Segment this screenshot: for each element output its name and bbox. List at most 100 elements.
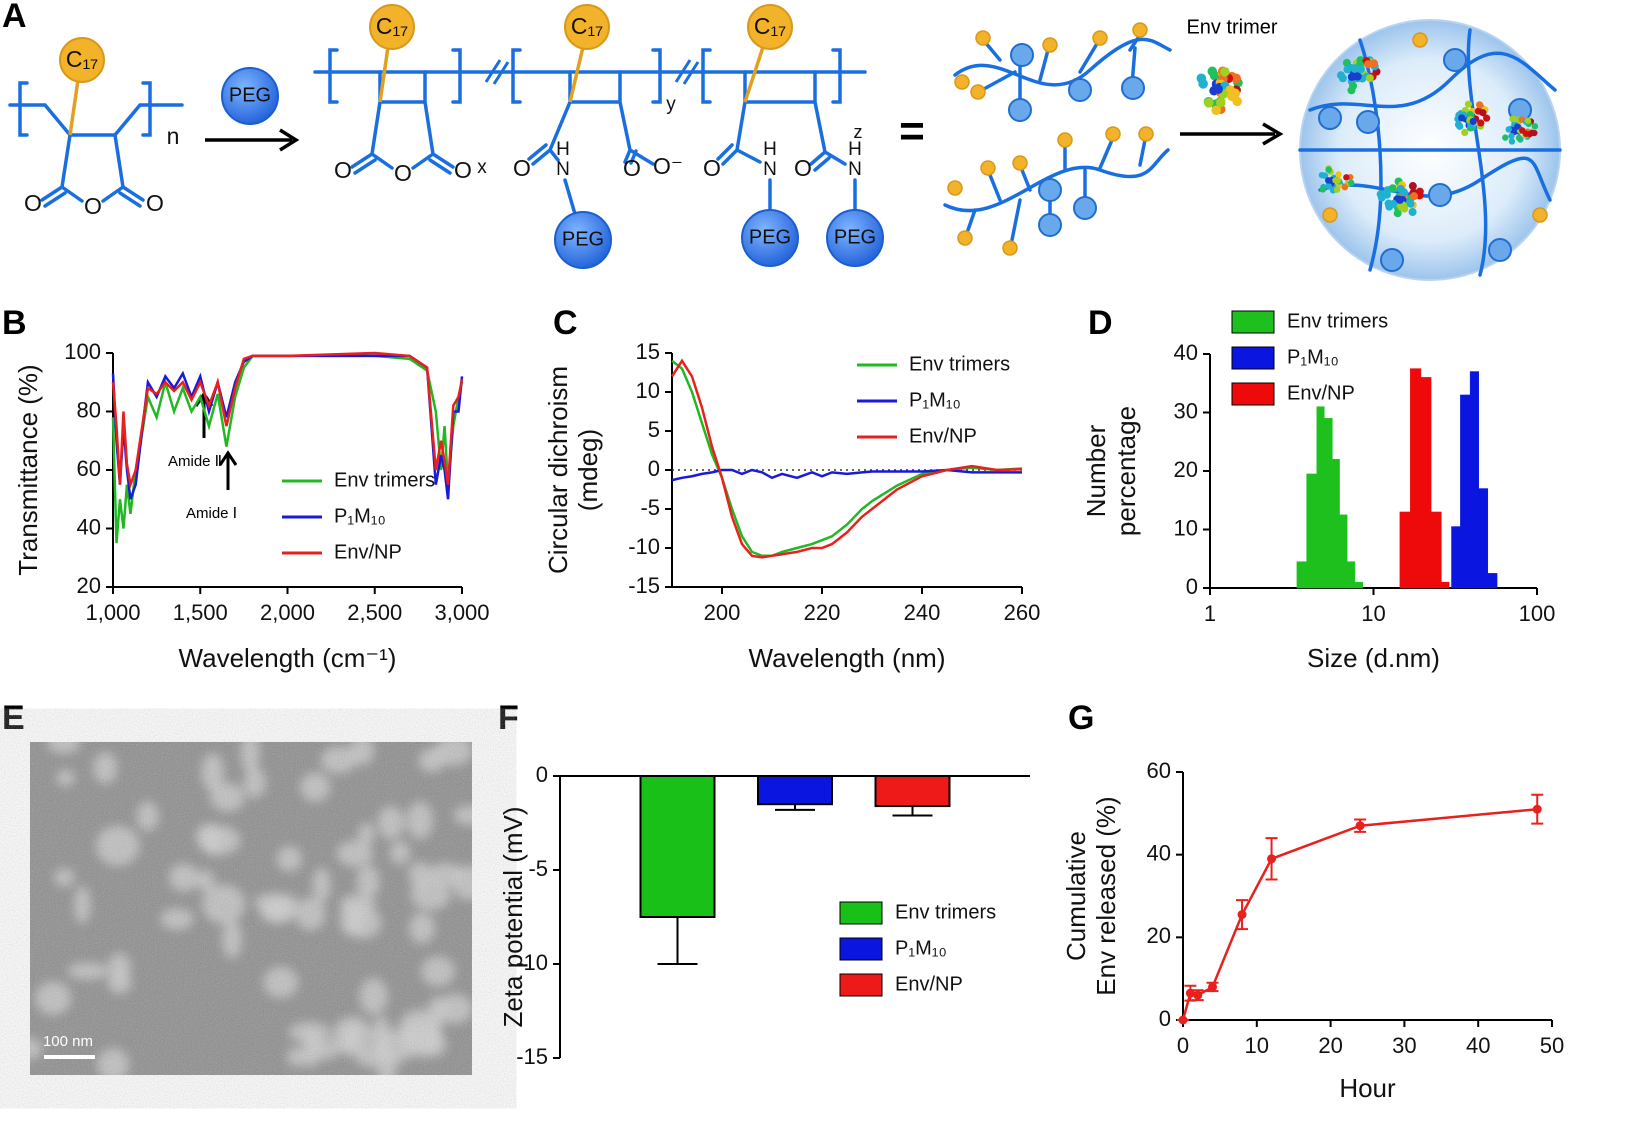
- x-tick-label: 1: [1204, 601, 1216, 626]
- protein-part: [1364, 60, 1373, 69]
- line: [111, 351, 464, 490]
- y-tick-label: 0: [536, 762, 548, 787]
- atom: O: [24, 190, 42, 216]
- x-tick-label: 1,500: [173, 600, 228, 625]
- panel-label: G: [1068, 699, 1094, 737]
- y-tick-label: -5: [528, 856, 548, 881]
- legend-label: P₁M₁₀: [909, 389, 961, 411]
- protein-part: [1365, 74, 1374, 83]
- peg-label: PEG: [229, 84, 271, 106]
- line: [670, 358, 1023, 559]
- protein-part: [1348, 179, 1355, 187]
- protein-part: [1213, 84, 1224, 95]
- protein-part: [1458, 114, 1466, 122]
- bar: [1487, 573, 1498, 589]
- legend-swatch: [839, 973, 883, 997]
- protein-part: [1531, 123, 1539, 130]
- bar: [1306, 473, 1318, 589]
- y-axis-label: percentage: [1111, 406, 1141, 536]
- bar: [1399, 511, 1411, 589]
- protein-part: [1396, 184, 1405, 193]
- x-axis-label: Hour: [1339, 1073, 1396, 1103]
- x-axis-label: Wavelength (nm): [749, 643, 946, 673]
- protein-part: [1325, 183, 1333, 190]
- x-tick-label: 2,500: [347, 600, 402, 625]
- protein-part: [1350, 64, 1359, 73]
- line: [671, 468, 1022, 482]
- x-tick-label: 40: [1466, 1033, 1490, 1058]
- error-bar: [892, 806, 933, 817]
- bar: [1420, 377, 1432, 589]
- y-tick-label: -15: [516, 1044, 548, 1069]
- x-tick-label: 50: [1540, 1033, 1564, 1058]
- x-tick-label: 1,000: [85, 600, 140, 625]
- error-bar: [657, 917, 698, 965]
- protein-part: [1207, 66, 1218, 77]
- error-bar: [775, 804, 815, 811]
- atom: O: [84, 193, 102, 219]
- marker: [1185, 988, 1195, 998]
- protein-part: [1464, 100, 1473, 108]
- x-tick-label: 3,000: [434, 600, 489, 625]
- x-tick-label: 220: [804, 600, 841, 625]
- chart: 0 10 20 30 40 1 10 100 Number percentage Size (d.n…: [1081, 310, 1555, 673]
- legend-swatch: [839, 937, 883, 961]
- legend-label: Env/NP: [909, 425, 977, 447]
- protein-part: [1215, 97, 1226, 108]
- panel-label: E: [2, 699, 25, 737]
- y-tick-label: -10: [628, 534, 660, 559]
- x-tick-label: 0: [1177, 1033, 1189, 1058]
- protein-part: [1477, 119, 1485, 127]
- marker: [1193, 990, 1203, 1000]
- atom: O: [394, 160, 412, 186]
- bar: [639, 775, 716, 918]
- protein-clusters: [1318, 56, 1539, 218]
- unit-y: [511, 4, 662, 269]
- y-tick-label: 10: [1174, 515, 1198, 540]
- panel-label: B: [2, 304, 27, 342]
- subscript: x: [477, 157, 487, 178]
- protein-part: [1479, 109, 1487, 117]
- y-tick-label: 0: [1186, 574, 1198, 599]
- protein-part: [1456, 122, 1464, 130]
- atom: O: [794, 155, 812, 181]
- bar: [1441, 581, 1450, 589]
- y-tick-label: -15: [628, 573, 660, 598]
- marker: [1178, 1015, 1188, 1025]
- protein-part: [1388, 184, 1397, 193]
- scale-bar-label: 100 nm: [43, 1033, 93, 1050]
- legend-label: Env trimers: [1287, 310, 1388, 332]
- protein-part: [1318, 171, 1326, 179]
- y-axis-label: Transmittance (%): [13, 364, 43, 575]
- atom: O: [454, 157, 472, 183]
- panel-label: D: [1088, 304, 1113, 342]
- protein-part: [1370, 59, 1379, 68]
- protein-part: [1393, 209, 1402, 218]
- legend-swatch: [839, 901, 883, 925]
- bar: [1469, 371, 1479, 589]
- protein-part: [1341, 183, 1349, 191]
- x-tick-label: 10: [1245, 1033, 1269, 1058]
- x-tick-label: 30: [1392, 1033, 1416, 1058]
- marker: [1208, 982, 1218, 992]
- y-tick-label: 20: [77, 573, 101, 598]
- bar: [1460, 394, 1471, 589]
- y-tick-label: 60: [1147, 758, 1171, 783]
- panel-label: F: [498, 699, 519, 737]
- protein-part: [1220, 67, 1230, 77]
- env-trimer-label: Env trimer: [1186, 16, 1277, 38]
- atom: O⁻: [653, 153, 683, 179]
- y-axis-label: Env released (%): [1091, 796, 1121, 995]
- protein-part: [1524, 117, 1532, 124]
- protein-part: [1376, 190, 1385, 199]
- y-tick-label: 0: [1159, 1006, 1171, 1031]
- atom: O: [513, 155, 531, 181]
- atom: O: [623, 155, 641, 181]
- unit-z: [701, 4, 884, 267]
- protein-part: [1475, 101, 1484, 109]
- bar: [1451, 526, 1461, 589]
- y-tick-label: -5: [640, 495, 660, 520]
- legend-label: Env trimers: [909, 353, 1010, 375]
- protein-part: [1410, 192, 1419, 201]
